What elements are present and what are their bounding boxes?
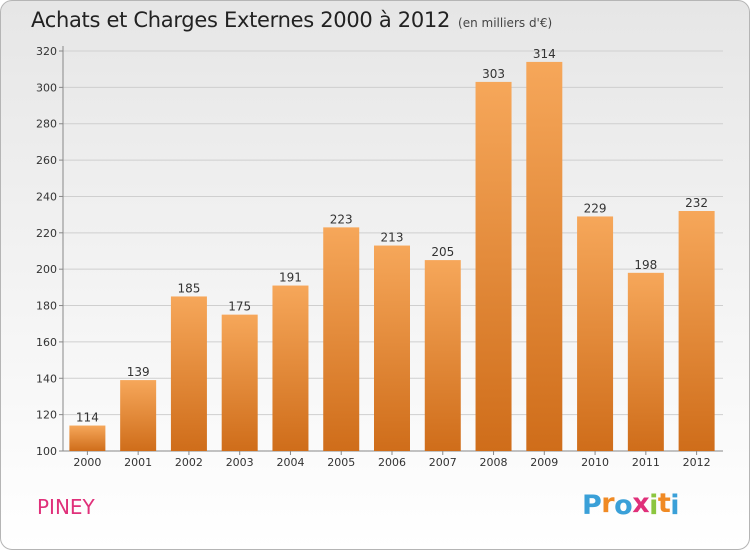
bar — [678, 211, 715, 451]
bar — [526, 61, 563, 452]
data-label: 139 — [127, 365, 150, 379]
bar — [69, 425, 106, 451]
y-tick-label: 140 — [36, 372, 57, 385]
x-tick-label: 2011 — [632, 456, 660, 469]
y-tick-label: 100 — [36, 445, 57, 458]
y-tick-label: 240 — [36, 190, 57, 203]
bar — [577, 216, 614, 451]
bar — [374, 245, 410, 451]
data-label: 232 — [685, 196, 708, 210]
bar — [272, 285, 309, 451]
logo-letter: P — [582, 490, 602, 521]
x-tick-label: 2010 — [581, 456, 609, 469]
logo-letter: r — [601, 488, 615, 519]
x-tick-label: 2012 — [683, 456, 711, 469]
x-tick-label: 2005 — [327, 456, 355, 469]
x-tick-label: 2003 — [226, 456, 254, 469]
chart-title-text: Achats et Charges Externes 2000 à 2012 — [31, 8, 451, 32]
data-label: 185 — [177, 281, 200, 295]
data-label: 198 — [634, 258, 657, 272]
logo-letter: o — [614, 490, 633, 521]
data-label: 213 — [381, 231, 404, 245]
bar — [221, 314, 258, 451]
data-label: 303 — [482, 67, 505, 81]
data-label: 229 — [584, 201, 607, 215]
bar — [323, 227, 360, 451]
logo-letter: t — [657, 488, 671, 519]
y-tick-label: 180 — [36, 300, 57, 313]
y-tick-label: 280 — [36, 118, 57, 131]
data-label: 114 — [76, 411, 99, 425]
bars — [69, 61, 715, 452]
x-tick-label: 2002 — [175, 456, 203, 469]
logo-letter: x — [632, 488, 650, 519]
x-tick-label: 2006 — [378, 456, 406, 469]
chart-title: Achats et Charges Externes 2000 à 2012 (e… — [31, 8, 552, 32]
x-tick-label: 2007 — [429, 456, 457, 469]
y-tick-label: 200 — [36, 263, 57, 276]
labels: 100 120 140 160 180 200 220 240 260 280 300 320 2000… — [36, 45, 711, 469]
proxiti-logo: Proxiti — [582, 488, 680, 521]
x-tick-label: 2001 — [124, 456, 152, 469]
y-tick-label: 320 — [36, 45, 57, 58]
y-tick-label: 120 — [36, 409, 57, 422]
bar — [170, 296, 207, 451]
x-tick-label: 2004 — [276, 456, 304, 469]
data-label: 223 — [330, 212, 353, 226]
y-tick-label: 160 — [36, 336, 57, 349]
x-tick-label: 2000 — [73, 456, 101, 469]
data-label: 191 — [279, 271, 302, 285]
data-label: 314 — [533, 47, 556, 61]
data-label: 205 — [431, 245, 454, 259]
logo-letter: i — [670, 490, 680, 521]
data-label: 175 — [228, 300, 251, 314]
bar — [627, 272, 664, 451]
bar — [120, 380, 157, 451]
x-tick-label: 2009 — [530, 456, 558, 469]
y-tick-label: 300 — [36, 81, 57, 94]
y-tick-label: 260 — [36, 154, 57, 167]
y-tick-label: 220 — [36, 227, 57, 240]
bar — [475, 81, 512, 451]
bar — [424, 260, 461, 451]
x-tick-label: 2008 — [480, 456, 508, 469]
commune-name: PINEY — [37, 495, 95, 519]
unit-label: (en milliers d'€) — [458, 16, 553, 30]
logo-letter: i — [649, 490, 658, 521]
